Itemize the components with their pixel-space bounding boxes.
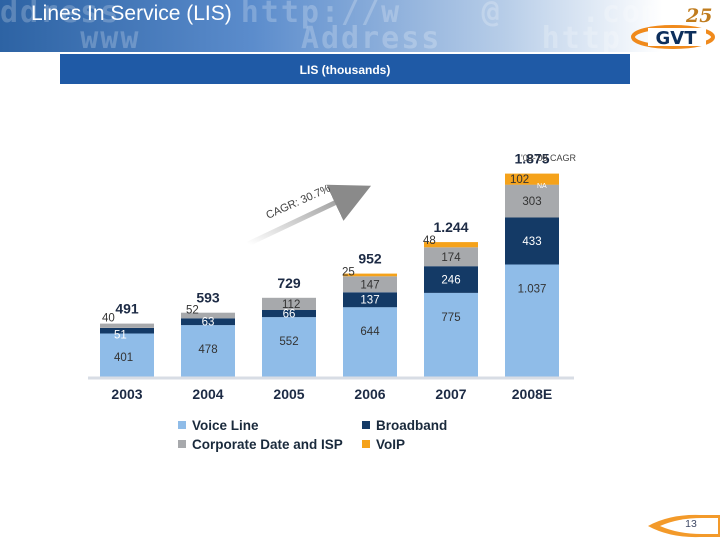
voip-cagr-note: NA — [537, 183, 547, 190]
data-label-broadband-2004: 63 — [202, 317, 215, 329]
data-label-voice-2003: 401 — [114, 352, 133, 364]
bar-voice-2005 — [262, 317, 316, 377]
bar-broadband-2004 — [181, 318, 235, 326]
data-label-corporate-2008E: 303 — [522, 196, 541, 208]
legend-item-voip: VoIP — [362, 437, 405, 455]
page-title: Lines In Service (LIS) — [31, 2, 232, 25]
x-tick-label-2004: 2004 — [192, 386, 223, 402]
data-label-voice-2008E: 1.037 — [518, 284, 547, 296]
legend-swatch-voip — [362, 440, 370, 448]
cagr-arrow-label: CAGR: 30.7% — [264, 183, 332, 222]
logo-anniversary-text: 25 — [685, 5, 712, 27]
data-label-voice-2006: 644 — [360, 326, 380, 338]
bar-corporate-2005 — [262, 297, 316, 310]
legend-label-broadband: Broadband — [376, 418, 448, 433]
total-label-2007: 1.244 — [433, 219, 468, 235]
legend-item-corporate: Corporate Date and ISP — [178, 437, 343, 455]
chart-legend: Voice Line Broadband Corporate Date and … — [178, 418, 498, 458]
data-label-broadband-2007: 246 — [441, 275, 460, 287]
x-tick-label-2007: 2007 — [435, 386, 466, 402]
data-label-voice-2005: 552 — [279, 336, 298, 348]
legend-label-corporate: Corporate Date and ISP — [192, 437, 343, 452]
bar-corporate-2008E — [505, 184, 559, 218]
data-label-voice-2007: 775 — [441, 312, 460, 324]
x-tick-label-2003: 2003 — [111, 386, 142, 402]
total-label-2008E: 1.875 — [514, 151, 549, 167]
data-label-broadband-2005: 66 — [283, 309, 296, 321]
legend-item-broadband: Broadband — [362, 418, 447, 436]
bar-broadband-2008E — [505, 217, 559, 265]
x-tick-label-2006: 2006 — [354, 386, 385, 402]
data-label-corporate-2006: 147 — [360, 279, 379, 291]
chart-subtitle: LIS (thousands) — [60, 54, 630, 84]
total-label-2003: 491 — [115, 301, 139, 317]
bar-corporate-2004 — [181, 312, 235, 319]
bar-voip-2008E — [505, 173, 559, 185]
x-tick-label-2005: 2005 — [273, 386, 304, 402]
bar-voice-2008E — [505, 264, 559, 377]
data-label-broadband-2006: 137 — [360, 295, 379, 307]
data-label-corporate-2004: 52 — [186, 305, 199, 317]
bar-corporate-2007 — [424, 247, 478, 267]
bar-voip-2006 — [343, 273, 397, 277]
logo-brand-text: GVT — [656, 28, 698, 49]
data-label-voip-2008E: 102 — [510, 174, 529, 186]
gvt-logo: 25 GVT — [631, 5, 715, 49]
data-label-broadband-2003: 51 — [114, 330, 127, 342]
page-number: 13 — [685, 518, 697, 530]
x-tick-label-2008E: 2008E — [512, 386, 552, 402]
title-banner: ddress http://w @ .com www Address http … — [0, 0, 720, 52]
data-label-voice-2004: 478 — [198, 344, 217, 356]
cagr-arrow — [246, 184, 372, 247]
data-label-voip-2007: 48 — [423, 235, 436, 247]
legend-label-voice: Voice Line — [192, 418, 259, 433]
data-label-corporate-2005: 112 — [282, 299, 300, 311]
bar-broadband-2006 — [343, 292, 397, 308]
page-number-arrow — [648, 514, 720, 538]
bar-voice-2003 — [100, 333, 154, 377]
bar-voice-2004 — [181, 325, 235, 377]
data-label-broadband-2008E: 433 — [522, 236, 541, 248]
total-label-2005: 729 — [277, 275, 301, 291]
data-label-corporate-2003: 40 — [102, 313, 115, 325]
data-label-corporate-2007: 174 — [441, 252, 461, 264]
logo-swoosh — [631, 25, 715, 49]
bar-corporate-2003 — [100, 323, 154, 328]
cagr-header: '03-'08 CAGR — [521, 153, 576, 163]
bar-broadband-2003 — [100, 328, 154, 334]
bar-voice-2006 — [343, 307, 397, 377]
legend-label-voip: VoIP — [376, 437, 406, 452]
bar-voip-2007 — [424, 242, 478, 248]
total-label-2004: 593 — [196, 290, 220, 306]
legend-swatch-corporate — [178, 440, 186, 448]
bar-broadband-2007 — [424, 266, 478, 293]
legend-swatch-broadband — [362, 421, 370, 429]
total-label-2006: 952 — [358, 251, 382, 267]
bar-corporate-2006 — [343, 276, 397, 293]
legend-item-voice-line: Voice Line — [178, 418, 259, 436]
legend-swatch-voice — [178, 421, 186, 429]
bar-voice-2007 — [424, 292, 478, 377]
bar-broadband-2005 — [262, 309, 316, 318]
data-label-voip-2006: 25 — [342, 267, 355, 279]
